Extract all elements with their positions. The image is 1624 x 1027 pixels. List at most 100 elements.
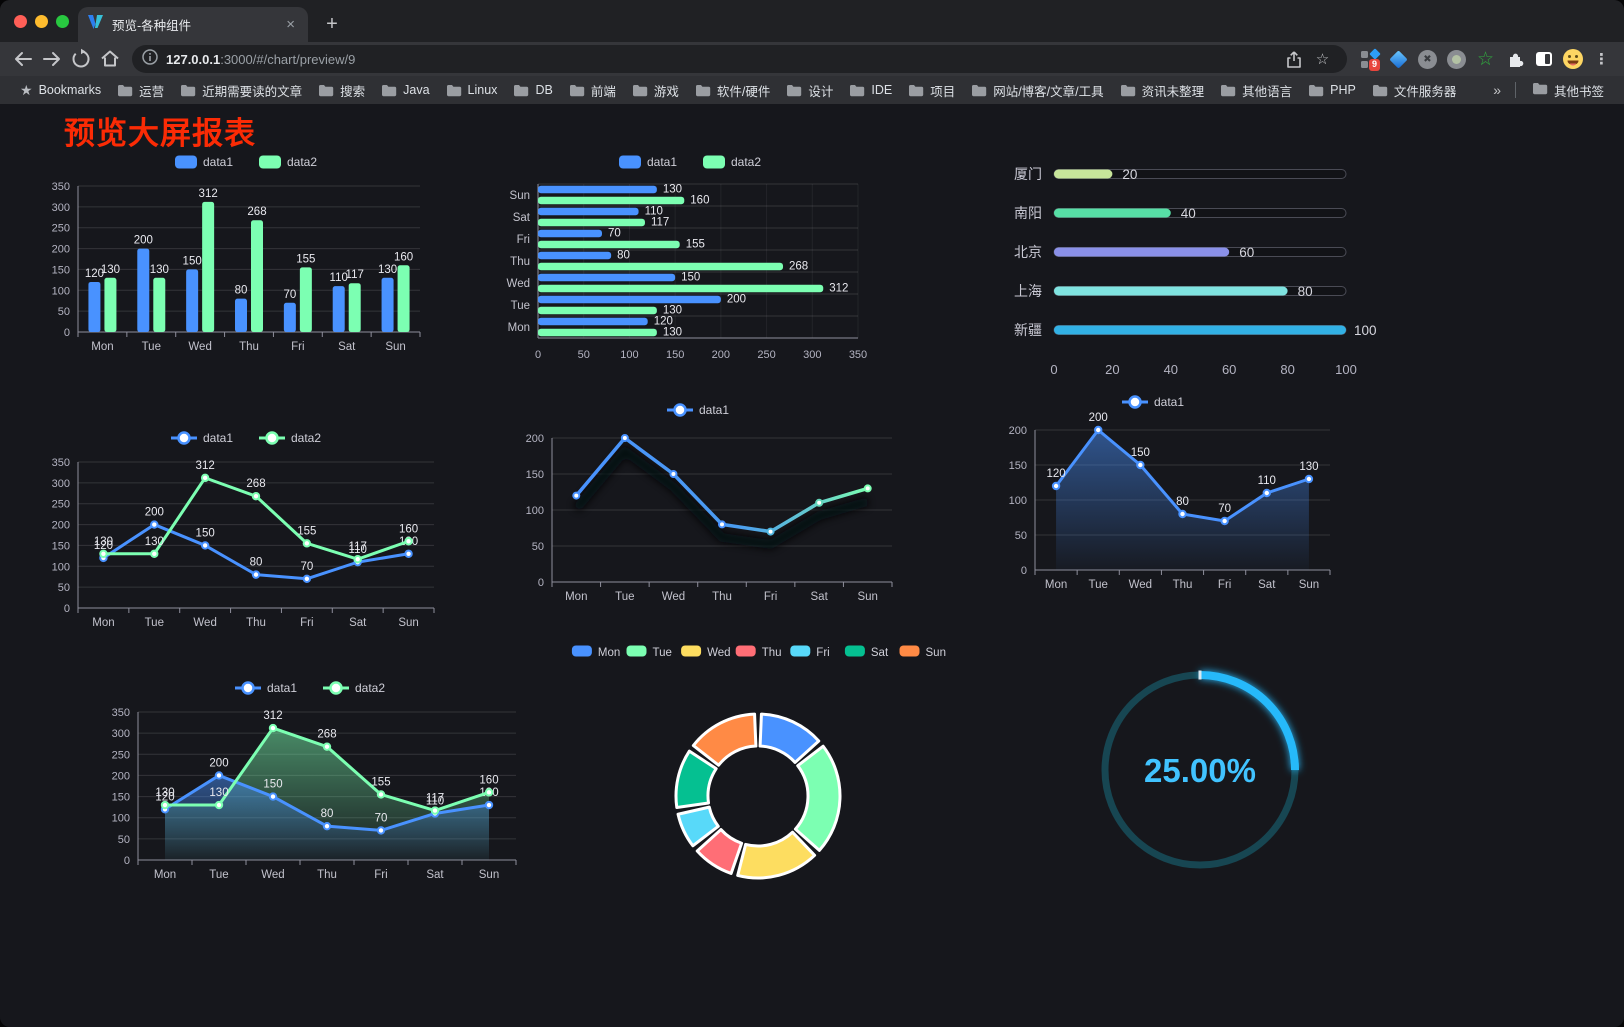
bookmark-folder[interactable]: 文件服务器 (1364, 78, 1465, 103)
svg-text:200: 200 (209, 757, 228, 769)
legend-item[interactable]: Mon (571, 645, 620, 660)
legend-item[interactable]: Fri (790, 645, 830, 660)
bookmarks-overflow-button[interactable]: » (1493, 82, 1501, 98)
home-button[interactable] (95, 45, 124, 74)
svg-text:80: 80 (250, 557, 263, 569)
forward-button[interactable] (37, 45, 66, 74)
other-bookmarks-folder[interactable]: 其他书签 (1524, 78, 1612, 103)
bookmark-folder[interactable]: Linux (438, 80, 506, 100)
site-info-icon[interactable] (142, 48, 158, 70)
svg-text:130: 130 (378, 264, 397, 276)
svg-text:130: 130 (94, 536, 113, 548)
svg-text:150: 150 (526, 469, 544, 481)
bookmark-folder[interactable]: 游戏 (624, 78, 687, 103)
share-button[interactable] (1279, 45, 1308, 74)
svg-text:150: 150 (666, 349, 684, 361)
zoom-window-button[interactable] (56, 15, 69, 28)
svg-text:Mon: Mon (91, 341, 113, 353)
extension-circle-icon[interactable]: ✖ (1413, 45, 1442, 74)
minimize-window-button[interactable] (35, 15, 48, 28)
legend-item[interactable]: data1 (171, 431, 233, 445)
page-title: 预览大屏报表 (64, 116, 256, 151)
legend-item[interactable]: data1 (1122, 395, 1184, 409)
bookmark-folder[interactable]: 软件/硬件 (687, 78, 778, 103)
svg-text:70: 70 (608, 227, 621, 239)
traffic-lights (14, 15, 69, 28)
bookmark-folder[interactable]: 前端 (561, 78, 624, 103)
tab-close-icon[interactable]: × (286, 16, 295, 33)
profile-avatar[interactable] (1558, 45, 1587, 74)
bookmark-folder[interactable]: IDE (841, 80, 900, 100)
legend-item[interactable]: data1 (175, 155, 233, 169)
extensions-puzzle-icon[interactable] (1500, 45, 1529, 74)
bookmark-folder[interactable]: 项目 (900, 78, 963, 103)
address-bar[interactable]: 127.0.0.1:3000/#/chart/preview/9 ☆ (132, 45, 1347, 73)
bookmark-folder[interactable]: 设计 (778, 78, 841, 103)
legend-item[interactable]: Sun (899, 645, 946, 660)
svg-text:100: 100 (112, 813, 130, 825)
bookmark-folder[interactable]: 资讯未整理 (1112, 78, 1213, 103)
tab-title: 预览-各种组件 (112, 19, 192, 33)
bookmark-star-button[interactable]: ☆ (1315, 51, 1330, 68)
bookmarks-manager[interactable]: ★ Bookmarks (12, 79, 109, 102)
new-tab-button[interactable]: + (326, 12, 338, 35)
bookmark-folder[interactable]: PHP (1300, 80, 1364, 100)
bookmark-folder[interactable]: DB (505, 80, 560, 100)
legend-item[interactable]: data2 (259, 431, 321, 445)
vue-devtools-icon[interactable] (1384, 45, 1413, 74)
svg-text:50: 50 (58, 306, 70, 318)
legend-item[interactable]: data1 (619, 155, 677, 169)
legend-item[interactable]: Wed (681, 645, 731, 660)
legend-item[interactable]: data2 (259, 155, 317, 169)
svg-text:上海: 上海 (1014, 283, 1042, 299)
reload-button[interactable] (66, 45, 95, 74)
svg-text:Wed: Wed (193, 617, 216, 629)
svg-text:80: 80 (321, 808, 334, 820)
donut-chart: Mon Tue Wed Thu Fri Sat Sun (548, 636, 968, 888)
svg-text:Wed: Wed (662, 591, 685, 603)
svg-text:100: 100 (52, 285, 70, 297)
bookmark-folder[interactable]: 近期需要读的文章 (172, 78, 310, 103)
svg-text:200: 200 (145, 507, 164, 519)
extension-star-icon[interactable]: ☆ (1476, 48, 1495, 70)
browser-tab[interactable]: 预览-各种组件 × (78, 7, 308, 42)
svg-text:120: 120 (94, 540, 113, 552)
back-button[interactable] (8, 45, 37, 74)
svg-text:Sun: Sun (385, 341, 405, 353)
legend-item[interactable]: Sat (844, 645, 889, 660)
legend-item[interactable]: Thu (735, 645, 782, 660)
legend-item[interactable]: data2 (323, 681, 385, 695)
pie-slice-thu[interactable] (695, 828, 744, 875)
extension-grid-icon[interactable]: 9 (1355, 45, 1384, 74)
pie-slice-mon[interactable] (758, 712, 821, 764)
pie-slice-fri[interactable] (676, 805, 720, 848)
svg-text:data1: data1 (203, 431, 233, 445)
svg-text:Fri: Fri (374, 869, 387, 881)
svg-text:250: 250 (52, 223, 70, 235)
svg-text:110: 110 (349, 544, 367, 556)
pie-slice-wed[interactable] (736, 830, 817, 880)
legend-item[interactable]: Tue (626, 645, 672, 660)
legend-item[interactable]: data1 (235, 681, 297, 695)
bookmark-folder[interactable]: 搜索 (310, 78, 373, 103)
svg-text:Fri: Fri (517, 234, 530, 246)
legend-item[interactable]: data2 (703, 155, 761, 169)
bookmark-folder[interactable]: Java (373, 80, 437, 100)
bookmark-folder[interactable]: 网站/博客/文章/工具 (963, 78, 1111, 103)
bookmark-folder[interactable]: 运营 (109, 78, 172, 103)
extension-record-icon[interactable] (1442, 45, 1471, 74)
svg-text:Sat: Sat (338, 341, 356, 353)
legend-item[interactable]: data1 (667, 403, 729, 417)
pie-slice-sat[interactable] (674, 749, 718, 810)
svg-text:300: 300 (52, 478, 70, 490)
pie-slice-sun[interactable] (691, 712, 758, 767)
menu-button[interactable]: ⋮ (1594, 51, 1609, 68)
bookmark-folder[interactable]: 其他语言 (1212, 78, 1300, 103)
side-panel-icon[interactable] (1529, 45, 1558, 74)
svg-text:50: 50 (58, 582, 70, 594)
two-series-line-chart: data1 data2 0 50 100 150 200 250 300 350 Mon Tue Wed… (36, 422, 460, 636)
pie-slice-tue[interactable] (793, 744, 842, 852)
svg-text:312: 312 (196, 460, 215, 472)
bookmarks-star-icon: ★ (20, 81, 33, 98)
close-window-button[interactable] (14, 15, 27, 28)
